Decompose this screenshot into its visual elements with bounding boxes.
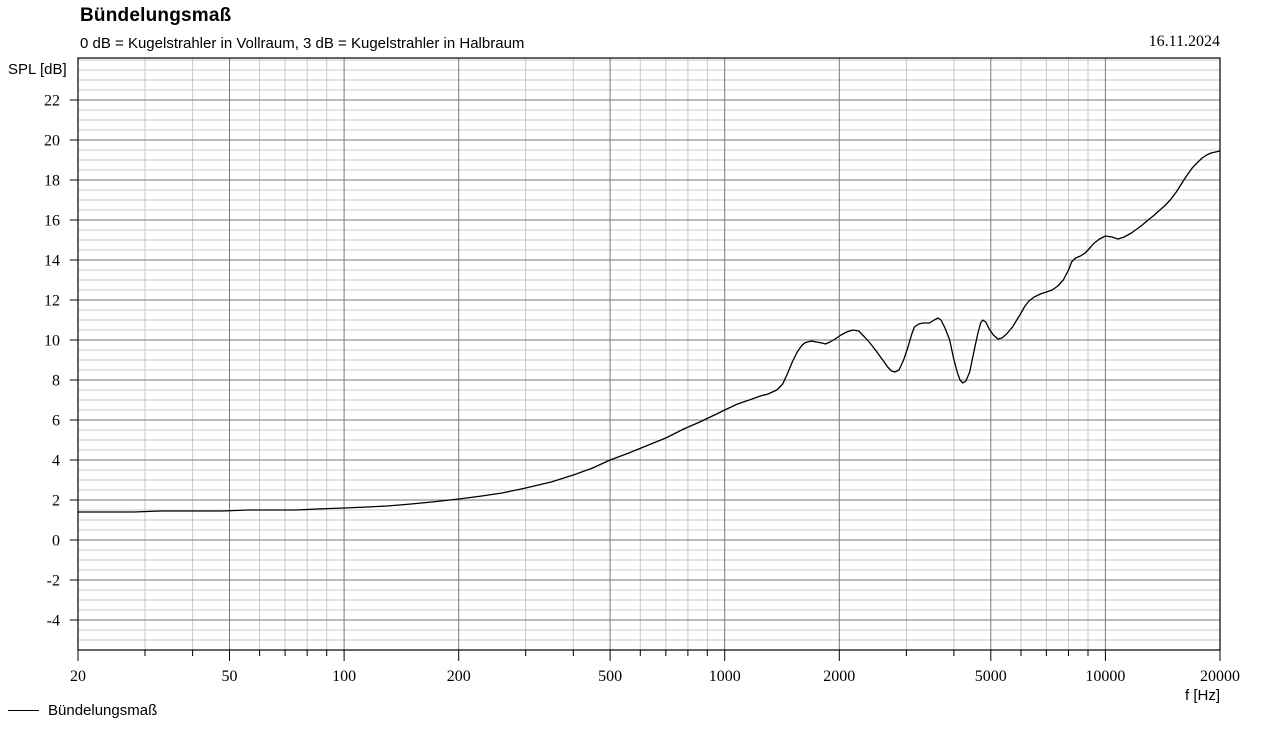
y-tick-label: -2 — [47, 573, 60, 590]
x-axis-unit-label: f [Hz] — [1184, 687, 1220, 704]
grid-minor — [78, 58, 1220, 650]
axis-ticks — [70, 99, 1221, 661]
plot-frame — [77, 57, 1221, 651]
y-tick-label: 14 — [44, 253, 60, 270]
y-tick-label: 16 — [44, 213, 60, 230]
y-tick-label: -4 — [47, 613, 60, 630]
grid-major — [78, 58, 1221, 650]
y-tick-label: 10 — [44, 333, 60, 350]
x-tick-label: 1000 — [709, 668, 741, 685]
legend-line-sample — [8, 710, 39, 711]
y-tick-label: 18 — [44, 173, 60, 190]
x-tick-label: 2000 — [823, 668, 855, 685]
legend-series-label: Bündelungsmaß — [48, 702, 158, 719]
y-tick-label: 8 — [52, 373, 60, 390]
y-tick-label: 6 — [52, 413, 60, 430]
y-tick-label: 20 — [44, 133, 60, 150]
y-tick-label: 2 — [52, 493, 60, 510]
y-tick-label: 22 — [44, 93, 60, 110]
legend: Bündelungsmaß — [8, 702, 157, 719]
y-tick-label: 4 — [52, 453, 60, 470]
x-tick-label: 100 — [332, 668, 356, 685]
x-tick-label: 50 — [222, 668, 238, 685]
x-tick-label: 20000 — [1200, 668, 1240, 685]
y-tick-label: 12 — [44, 293, 60, 310]
y-tick-label: 0 — [52, 533, 60, 550]
chart-subtitle: 0 dB = Kugelstrahler in Vollraum, 3 dB =… — [80, 35, 525, 52]
y-axis-unit-label: SPL [dB] — [8, 61, 67, 78]
x-tick-label: 200 — [447, 668, 471, 685]
page-title: Bündelungsmaß — [80, 5, 232, 26]
x-tick-label: 500 — [598, 668, 622, 685]
x-tick-label: 10000 — [1085, 668, 1125, 685]
x-tick-label: 20 — [70, 668, 86, 685]
date-annotation: 16.11.2024 — [1148, 33, 1220, 50]
series-buendelungsmass-curve — [77, 150, 1221, 513]
x-tick-label: 5000 — [975, 668, 1007, 685]
